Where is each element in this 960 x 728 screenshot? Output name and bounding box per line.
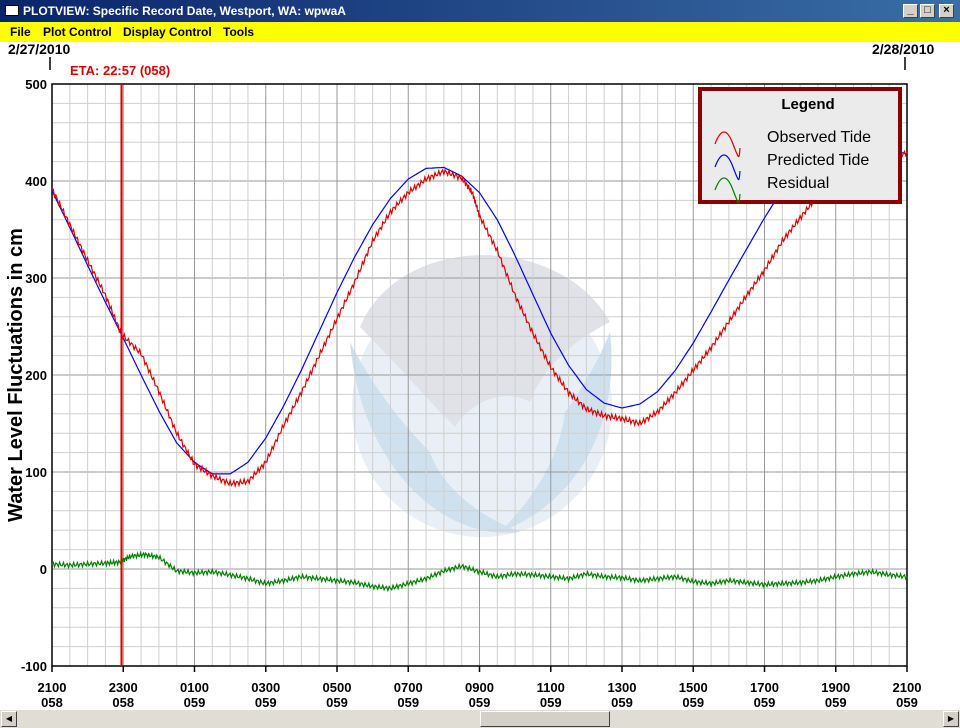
scroll-thumb[interactable]	[480, 711, 610, 727]
x-tick-time-label: 0500	[323, 680, 352, 695]
x-tick-day-label: 059	[540, 695, 562, 710]
eta-label: ETA: 22:57 (058)	[70, 63, 170, 78]
x-tick-time-label: 1500	[679, 680, 708, 695]
x-tick-time-label: 1300	[608, 680, 637, 695]
y-axis-label: Water Level Fluctuations in cm	[5, 228, 27, 522]
legend-box	[698, 87, 902, 204]
x-tick-day-label: 059	[896, 695, 918, 710]
x-tick-day-label: 059	[397, 695, 419, 710]
plot-frame	[51, 83, 908, 667]
y-tick-label: 100	[25, 465, 47, 480]
legend-title: Legend	[781, 96, 834, 113]
observed-tide-line	[51, 149, 908, 489]
x-tick-day-label: 059	[825, 695, 847, 710]
x-tick-day-label: 059	[754, 695, 776, 710]
scroll-left-arrow-icon[interactable]: ◀	[1, 711, 17, 727]
x-tick-time-label: 1100	[537, 680, 565, 695]
menu-bar: File Plot Control Display Control Tools	[0, 22, 960, 42]
x-tick-time-label: 1900	[821, 680, 850, 695]
y-tick-label: 200	[25, 368, 47, 383]
menu-display-control[interactable]: Display Control	[123, 25, 212, 39]
menu-file[interactable]: File	[10, 25, 31, 39]
close-button[interactable]: ×	[939, 4, 954, 18]
legend-residual-label: Residual	[767, 175, 829, 192]
maximize-button[interactable]: □	[920, 4, 935, 18]
x-tick-day-label: 059	[326, 695, 348, 710]
legend-observed-swatch	[714, 131, 741, 158]
x-tick-day-label: 059	[682, 695, 704, 710]
date-end-label: 2/28/2010	[872, 42, 934, 57]
minimize-button[interactable]: _	[903, 4, 918, 18]
legend-predicted-label: Predicted Tide	[767, 152, 869, 169]
window-title: PLOTVIEW: Specific Record Date, Westport…	[23, 4, 346, 18]
x-tick-time-label: 0300	[251, 680, 280, 695]
x-tick-day-label: 058	[112, 695, 134, 710]
menu-plot-control[interactable]: Plot Control	[43, 25, 112, 39]
horizontal-scrollbar[interactable]: ◀ ▶	[0, 710, 960, 728]
x-tick-day-label: 059	[611, 695, 633, 710]
app-window-icon	[5, 5, 19, 16]
x-tick-time-label: 0900	[465, 680, 494, 695]
x-tick-day-label: 059	[255, 695, 277, 710]
window-titlebar[interactable]: PLOTVIEW: Specific Record Date, Westport…	[0, 0, 960, 22]
predicted-tide-line	[51, 143, 908, 475]
legend[interactable]: Legend Observed Tide Predicted Tide Resi…	[698, 87, 902, 204]
legend-observed-label: Observed Tide	[767, 129, 871, 146]
x-tick-time-label: 0100	[180, 680, 209, 695]
x-tick-time-label: 2100	[893, 680, 922, 695]
residual-line	[51, 550, 908, 593]
scroll-right-arrow-icon[interactable]: ▶	[943, 711, 959, 727]
plot-area[interactable]: -100 0 100 200 300 400 500 2100 058 2300 058 0100 0…	[0, 41, 960, 710]
x-tick-time-label: 0700	[394, 680, 423, 695]
legend-predicted-swatch	[714, 154, 741, 181]
date-start-label: 2/27/2010	[8, 42, 70, 57]
x-tick-time-label: 2300	[109, 680, 138, 695]
x-tick-time-label: 2100	[38, 680, 67, 695]
x-tick-day-label: 059	[184, 695, 206, 710]
menu-tools[interactable]: Tools	[223, 25, 255, 39]
x-tick-day-label: 058	[41, 695, 63, 710]
x-tick-time-label: 1700	[750, 680, 779, 695]
legend-residual-swatch	[714, 177, 741, 204]
y-tick-label: 300	[25, 271, 47, 286]
y-tick-label: 500	[25, 77, 47, 92]
y-tick-label: -100	[21, 659, 47, 674]
y-tick-label: 0	[40, 562, 47, 577]
y-tick-label: 400	[25, 174, 47, 189]
x-tick-day-label: 059	[469, 695, 491, 710]
